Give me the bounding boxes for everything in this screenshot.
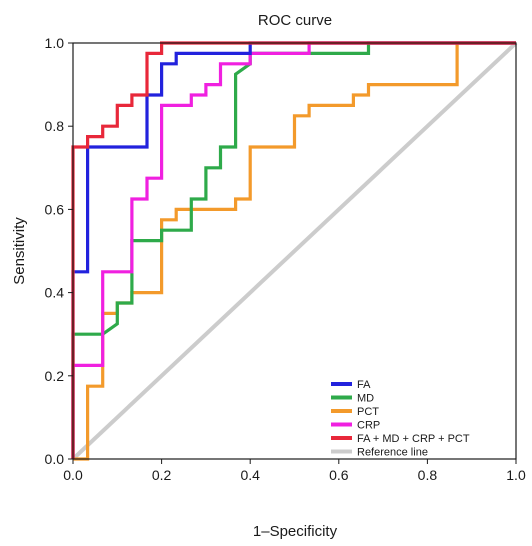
series-line-fa: [71, 41, 516, 459]
series-line-crp: [71, 41, 516, 459]
y-tick-label: 0.4: [45, 285, 65, 301]
x-tick-label: 0.8: [418, 467, 438, 483]
x-tick-label: 0.2: [152, 467, 172, 483]
y-tick-label: 0.2: [45, 368, 65, 384]
x-axis-title: 1–Specificity: [253, 523, 338, 540]
series-line-fa-md-crp-pct: [71, 41, 516, 459]
x-tick-label: 1.0: [506, 467, 526, 483]
x-tick-label: 0.4: [240, 467, 260, 483]
x-axis-ticks: 0.0 0.2 0.4 0.6 0.8 1.0: [63, 459, 526, 483]
y-axis-title: Sensitivity: [11, 217, 28, 285]
y-tick-label: 0.8: [45, 118, 65, 134]
y-tick-label: 0.0: [45, 451, 65, 467]
x-tick-label: 0.0: [63, 467, 83, 483]
y-tick-label: 1.0: [45, 35, 65, 51]
legend-label-fa: FA: [357, 379, 371, 391]
y-axis-ticks: 0.0 0.2 0.4 0.6 0.8 1.0: [45, 35, 73, 467]
plot-lines: [71, 41, 518, 461]
y-tick-label: 0.6: [45, 201, 65, 217]
series-line-reference-line: [71, 41, 518, 461]
legend-label-pct: PCT: [357, 406, 379, 418]
legend-label-reference-line: Reference line: [357, 447, 428, 459]
chart-title: ROC curve: [258, 12, 332, 29]
legend-label-crp: CRP: [357, 420, 380, 432]
legend-label-fa-md-crp-pct: FA + MD + CRP + PCT: [357, 433, 470, 445]
legend-label-md: MD: [357, 393, 374, 405]
x-tick-label: 0.6: [329, 467, 349, 483]
plot-frame: [72, 42, 517, 460]
series-line-pct: [73, 41, 516, 461]
